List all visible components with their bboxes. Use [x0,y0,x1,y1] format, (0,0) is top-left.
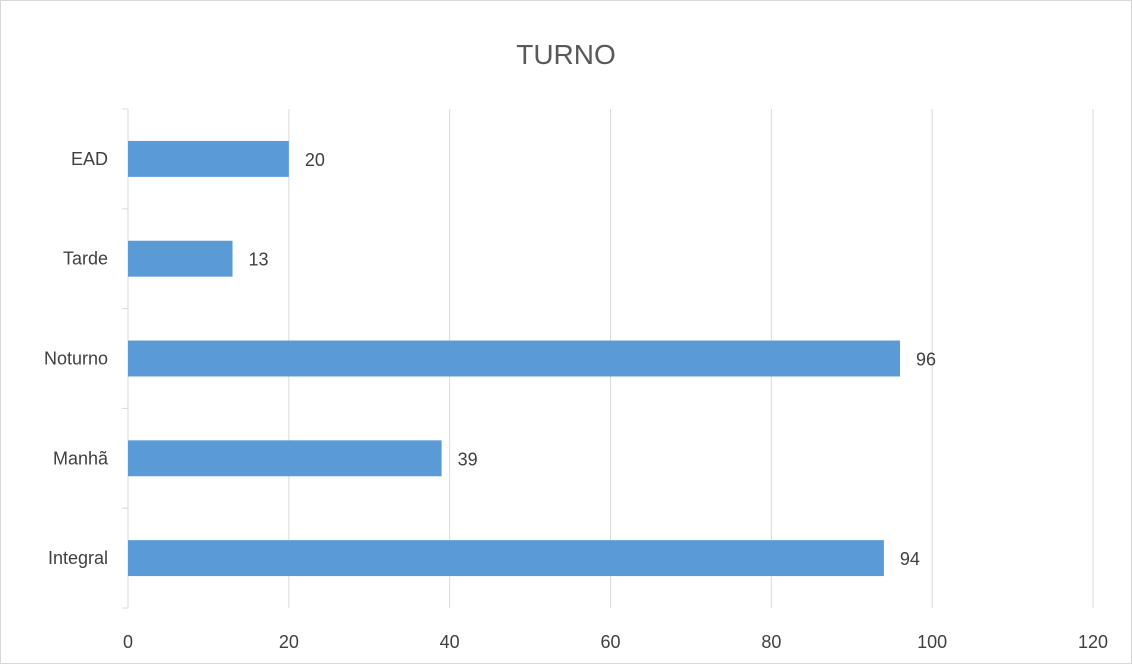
category-label: Tarde [63,249,108,269]
bar [128,340,900,377]
data-label: 13 [249,250,269,270]
category-label: Noturno [44,349,108,369]
bar [128,540,884,577]
chart-title: TURNO [516,39,616,70]
category-label: Integral [48,548,108,568]
x-tick-label: 40 [440,632,460,652]
data-label: 96 [916,350,936,370]
category-label: Manhã [53,448,109,468]
x-tick-label: 20 [279,632,299,652]
data-label: 20 [305,150,325,170]
x-tick-label: 60 [600,632,620,652]
x-tick-label: 80 [761,632,781,652]
x-tick-label: 100 [917,632,947,652]
x-tick-label: 0 [123,632,133,652]
data-label: 94 [900,549,920,569]
x-tick-label: 120 [1078,632,1108,652]
bar [128,140,289,177]
category-label: EAD [71,149,108,169]
bar [128,440,442,477]
data-label: 39 [458,449,478,469]
bar [128,240,233,277]
